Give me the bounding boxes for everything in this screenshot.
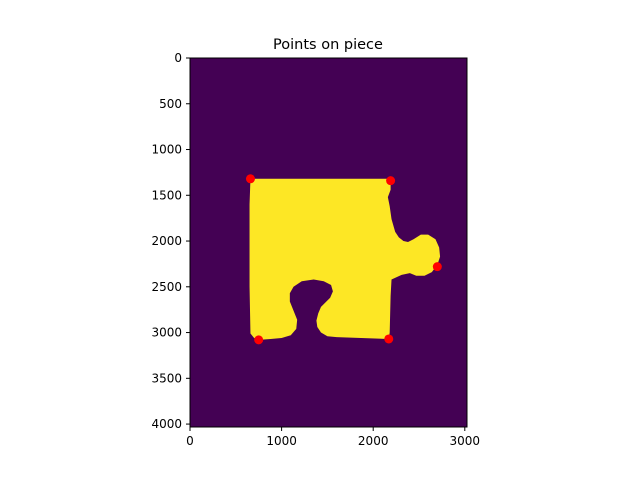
point-marker bbox=[254, 335, 264, 345]
x-tick-label: 0 bbox=[186, 434, 194, 448]
point-marker bbox=[432, 262, 442, 272]
point-marker bbox=[386, 176, 396, 186]
puzzle-piece bbox=[249, 178, 441, 340]
y-axis: 0 500 1000 1500 2000 2500 3000 3500 4000 bbox=[151, 51, 190, 431]
y-tick-label: 0 bbox=[174, 51, 182, 65]
x-tick-label: 3000 bbox=[450, 434, 481, 448]
plot-area bbox=[189, 57, 468, 428]
y-tick-label: 3000 bbox=[151, 326, 182, 340]
y-tick-label: 500 bbox=[159, 97, 182, 111]
plot-frame bbox=[189, 57, 468, 428]
y-tick-label: 1500 bbox=[151, 188, 182, 202]
x-tick-label: 2000 bbox=[358, 434, 389, 448]
y-tick-label: 1000 bbox=[151, 143, 182, 157]
points-layer bbox=[245, 174, 442, 345]
y-tick-label: 2000 bbox=[151, 234, 182, 248]
y-tick-label: 2500 bbox=[151, 280, 182, 294]
x-axis: 0 1000 2000 3000 bbox=[186, 427, 480, 448]
chart-title: Points on piece bbox=[273, 37, 383, 53]
point-marker bbox=[245, 174, 255, 184]
x-tick-label: 1000 bbox=[266, 434, 297, 448]
y-tick-label: 4000 bbox=[151, 417, 182, 431]
y-tick-label: 3500 bbox=[151, 371, 182, 385]
point-marker bbox=[384, 334, 394, 344]
